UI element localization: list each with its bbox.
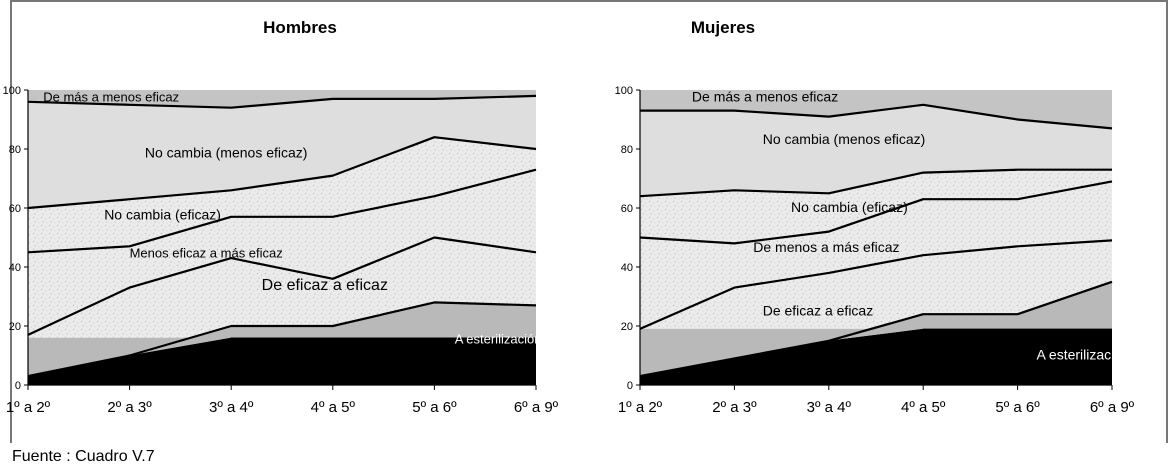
x-tick-label: 3º a 4º	[807, 399, 852, 416]
y-tick-label: 0	[15, 380, 21, 392]
y-tick-label: 40	[9, 262, 21, 274]
sterilization-wedge	[640, 328, 1112, 377]
band-label: De menos a más eficaz	[753, 239, 899, 255]
boundary-line-1	[639, 239, 1113, 330]
x-tick-label: 2º a 3º	[712, 399, 757, 416]
x-tick-label: 2º a 3º	[107, 399, 152, 416]
band-label: No cambia (eficaz)	[791, 199, 908, 215]
x-tick-label: 4º a 5º	[901, 399, 946, 416]
band-label: A esterilización	[455, 331, 542, 346]
band-label: Menos eficaz a más eficaz	[130, 246, 283, 261]
y-tick-label: 80	[621, 144, 633, 156]
x-tick-label: 3º a 4º	[209, 399, 254, 416]
band-light	[640, 104, 1112, 197]
band-speckled	[640, 169, 1112, 377]
y-tick-label: 20	[9, 321, 21, 333]
boundary-line-4	[640, 103, 1113, 130]
x-tick-label: 6º a 9º	[1090, 399, 1135, 416]
figure-canvas: Hombres 0 20 40 60 80 100 1º a 2º 2º a 3º 3º a 4º…	[3, 18, 1135, 416]
y-tick-label: 60	[621, 203, 633, 215]
x-tick-label: 6º a 9º	[514, 399, 559, 416]
band-top	[28, 90, 536, 108]
boundary-line-4	[27, 94, 537, 109]
band-label: No cambia (menos eficaz)	[145, 144, 308, 160]
chart-hombres: Hombres 0 20 40 60 80 100 1º a 2º 2º a 3º 3º a 4º…	[3, 18, 559, 416]
boundary-line-2	[27, 168, 537, 254]
boundary-line-3	[639, 168, 1112, 198]
sterilization-black	[640, 328, 1112, 385]
sterilization-black	[28, 337, 536, 385]
band-label: De más a menos eficaz	[43, 89, 179, 104]
band-label: De eficaz a eficaz	[763, 302, 874, 318]
chart-title: Mujeres	[691, 18, 755, 37]
band-speckled	[28, 137, 536, 377]
band-label: No cambia (menos eficaz)	[763, 131, 926, 147]
y-tick-label: 100	[3, 85, 21, 97]
boundary-line-0	[639, 280, 1113, 378]
boundary-line-1	[27, 236, 537, 336]
figure-frame	[10, 0, 1168, 443]
y-tick-label: 0	[627, 380, 633, 392]
chart-title: Hombres	[263, 18, 337, 37]
band-top	[640, 90, 1112, 129]
band-label: De eficaz a eficaz	[262, 277, 388, 294]
x-tick-label: 1º a 2º	[618, 399, 663, 416]
band-label: No cambia (eficaz)	[104, 206, 221, 222]
y-tick-label: 40	[621, 262, 633, 274]
chart-mujeres: Mujeres 0 20 40 60 80 100 1º a 2º 2º a 3º 3º a 4º…	[615, 18, 1135, 416]
source-note: Fuente : Cuadro V.7	[12, 448, 155, 465]
y-tick-label: 60	[9, 203, 21, 215]
x-tick-label: 5º a 6º	[995, 399, 1040, 416]
y-tick-label: 20	[621, 321, 633, 333]
band-light	[28, 95, 536, 208]
band-label: A esterilización	[1036, 347, 1129, 363]
band-label: De más a menos eficaz	[692, 88, 838, 104]
x-tick-label: 4º a 5º	[311, 399, 356, 416]
boundary-line-2	[639, 180, 1113, 245]
y-tick-label: 100	[615, 85, 633, 97]
boundary-line-0	[27, 301, 537, 378]
y-tick-label: 80	[9, 144, 21, 156]
x-tick-label: 5º a 6º	[412, 399, 457, 416]
x-tick-label: 1º a 2º	[6, 399, 51, 416]
boundary-line-3	[27, 136, 537, 210]
